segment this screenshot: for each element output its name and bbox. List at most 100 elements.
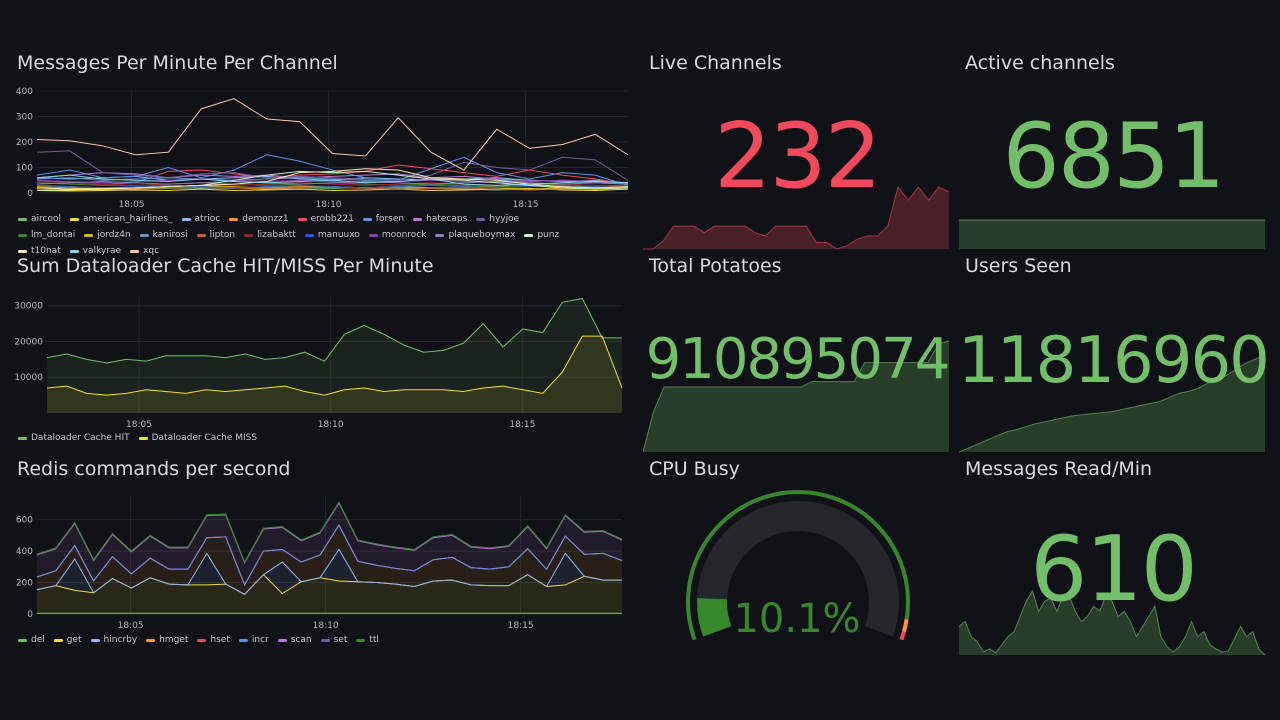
sparkline-line <box>643 340 950 453</box>
legend-item[interactable]: del <box>18 635 45 645</box>
series-line-forsen <box>36 154 629 186</box>
legend-item[interactable]: xqc <box>130 246 159 256</box>
legend-swatch <box>18 638 27 642</box>
legend-item[interactable]: erobb221 <box>297 214 354 224</box>
legend-item[interactable]: Dataloader Cache HIT <box>18 433 130 443</box>
legend-item[interactable]: punz <box>524 230 559 240</box>
sparkline-line <box>959 354 1266 453</box>
legend-item[interactable]: incr <box>238 635 269 645</box>
legend-item[interactable]: lm_dontai <box>18 230 75 240</box>
panel-title: Users Seen <box>965 255 1072 277</box>
active-channels-panel: Active channels 6851 <box>958 0 1268 250</box>
legend-item[interactable]: valkyrae <box>69 246 121 256</box>
gauge-track <box>697 501 899 637</box>
legend-item[interactable]: jordz4n <box>84 230 131 240</box>
panel-title: Total Potatoes <box>649 255 782 277</box>
legend-swatch <box>368 233 378 237</box>
legend-label: aircool <box>31 214 61 224</box>
legend-item[interactable]: demonzz1 <box>229 214 289 224</box>
panel-title: Messages Per Minute Per Channel <box>17 52 338 74</box>
legend-swatch <box>18 436 27 440</box>
x-tick-label: 18:05 <box>119 200 145 210</box>
y-tick-label: 400 <box>16 87 33 97</box>
legend-item[interactable]: hincrby <box>90 635 137 645</box>
messages-chart[interactable]: 0 100 200 300 400 18:05 18:10 18:15 <box>10 0 635 250</box>
series-line-hatecaps <box>36 172 629 185</box>
legend-item[interactable]: atrioc <box>181 214 221 224</box>
series-line-hyyjoe <box>36 150 629 181</box>
cache-hit-miss-panel: Sum Dataloader Cache HIT/MISS Per Minute… <box>10 203 635 453</box>
legend-swatch <box>320 638 330 642</box>
x-tick-label: 18:15 <box>513 200 539 210</box>
cache-chart[interactable]: 10000 20000 30000 18:05 18:10 18:15 <box>10 203 635 453</box>
y-tick-label: 100 <box>16 164 33 174</box>
series-area-hincrby <box>37 549 622 595</box>
series-line-valkyrae <box>36 174 629 186</box>
legend-swatch <box>69 249 79 253</box>
series-area-Dataloader-Cache-HIT <box>47 298 622 413</box>
users-sparkline <box>959 354 1266 453</box>
series-line-ttl <box>36 501 623 564</box>
legend-item[interactable]: hatecaps <box>413 214 467 224</box>
legend-swatch <box>238 638 248 642</box>
series-area-scan <box>37 503 622 585</box>
legend-item[interactable]: get <box>53 635 82 645</box>
legend-label: kanirosi <box>152 230 188 240</box>
legend-label: manuuxo <box>317 230 360 240</box>
x-tick-label: 18:05 <box>118 621 144 631</box>
legend-item[interactable]: scan <box>277 635 312 645</box>
legend-swatch <box>476 217 486 221</box>
legend-label: jordz4n <box>97 230 131 240</box>
legend-item[interactable]: manuuxo <box>304 230 360 240</box>
read-sparkline <box>959 589 1266 656</box>
legend-item[interactable]: hset <box>197 635 230 645</box>
sparkline-area <box>643 187 949 249</box>
legend-label: atrioc <box>194 214 221 224</box>
users-seen-panel: Users Seen 11816960 <box>958 203 1270 453</box>
legend-item[interactable]: hmget <box>146 635 188 645</box>
x-tick-label: 18:10 <box>316 200 342 210</box>
legend-item[interactable]: lizabaktt <box>244 230 296 240</box>
legend-label: lipton <box>209 230 236 240</box>
legend-swatch <box>297 217 307 221</box>
legend-item[interactable]: set <box>320 635 347 645</box>
legend-label: hyyjoe <box>489 214 520 224</box>
legend-item[interactable]: lipton <box>196 230 236 240</box>
legend-item[interactable]: forsen <box>362 214 404 224</box>
legend-item[interactable]: moonrock <box>368 230 426 240</box>
series-line-plaqueboymax <box>36 181 629 185</box>
series-area-hmget <box>37 525 622 595</box>
redis-chart[interactable]: 0 200 400 600 18:05 18:10 18:15 <box>10 406 635 656</box>
legend-item[interactable]: ttl <box>356 635 379 645</box>
gauge-threshold-green <box>686 490 910 641</box>
legend-swatch <box>277 638 287 642</box>
legend-item[interactable]: t10nat <box>18 246 61 256</box>
legend-label: american_hairlines_ <box>82 214 173 224</box>
legend-item[interactable]: hyyjoe <box>476 214 519 224</box>
series-line-moonrock <box>36 178 629 184</box>
legend-swatch <box>181 217 191 221</box>
legend-item[interactable]: Dataloader Cache MISS <box>138 433 257 443</box>
x-tick-label: 18:05 <box>126 420 152 430</box>
legend-swatch <box>197 638 207 642</box>
series-line-lipton <box>36 186 629 191</box>
stat-value: 910895074 <box>645 327 951 392</box>
legend-swatch <box>196 233 206 237</box>
legend-label: hmget <box>159 635 189 645</box>
legend-item[interactable]: aircool <box>18 214 61 224</box>
gauge-threshold-red <box>899 631 906 641</box>
y-tick-label: 0 <box>27 189 33 199</box>
stat-value: 610 <box>1030 517 1198 622</box>
legend-item[interactable]: kanirosi <box>139 230 188 240</box>
series-line-manuuxo <box>36 184 629 189</box>
y-tick-label: 200 <box>16 138 33 148</box>
chart-legend: del get hincrby hmget hset incr scan set ttl <box>18 635 578 645</box>
legend-swatch <box>53 638 63 642</box>
legend-item[interactable]: american_hairlines_ <box>69 214 173 224</box>
legend-item[interactable]: plaqueboymax <box>435 230 515 240</box>
legend-swatch <box>524 233 534 237</box>
legend-label: demonzz1 <box>242 214 289 224</box>
sparkline-area <box>959 355 1265 452</box>
legend-swatch <box>356 638 366 642</box>
y-tick-label: 30000 <box>14 302 43 312</box>
